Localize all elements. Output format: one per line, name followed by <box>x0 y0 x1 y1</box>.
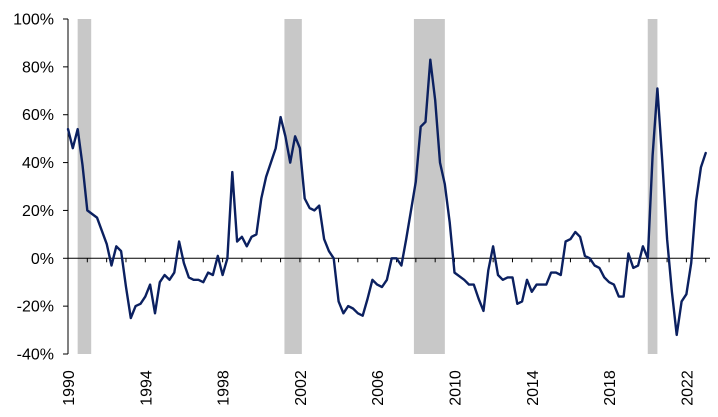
y-tick-label: 40% <box>22 155 54 172</box>
y-tick-label: 60% <box>22 107 54 124</box>
y-tick-label: 100% <box>13 12 54 29</box>
x-tick-label: 1998 <box>216 370 233 406</box>
y-axis-tick-labels: -40% -20% 0% 20% 40% 60% 80% 100% <box>13 12 68 364</box>
x-axis-tick-labels: 1990 1994 1998 2002 2006 2010 2014 2018 2022 <box>61 258 707 406</box>
x-tick-label: 2006 <box>370 370 387 406</box>
x-tick-label: 2002 <box>293 370 310 406</box>
x-tick-label: 1994 <box>138 370 155 406</box>
x-tick-label: 2022 <box>679 370 696 406</box>
axes <box>67 19 710 354</box>
recession-band-3 <box>647 19 658 354</box>
y-tick-label: 80% <box>22 59 54 76</box>
series-lines <box>66 58 707 337</box>
y-tick-label: 0% <box>31 251 54 268</box>
x-tick-label: 1990 <box>61 370 78 406</box>
recession-shading <box>77 19 658 354</box>
y-tick-label: 20% <box>22 203 54 220</box>
x-tick-label: 2010 <box>448 370 465 406</box>
x-tick-label: 2018 <box>602 370 619 406</box>
y-tick-label: -40% <box>17 347 54 364</box>
series-line-0 <box>66 58 707 337</box>
y-tick-label: -20% <box>17 299 54 316</box>
recession-band-1 <box>284 19 302 354</box>
x-tick-label: 2014 <box>525 370 542 406</box>
